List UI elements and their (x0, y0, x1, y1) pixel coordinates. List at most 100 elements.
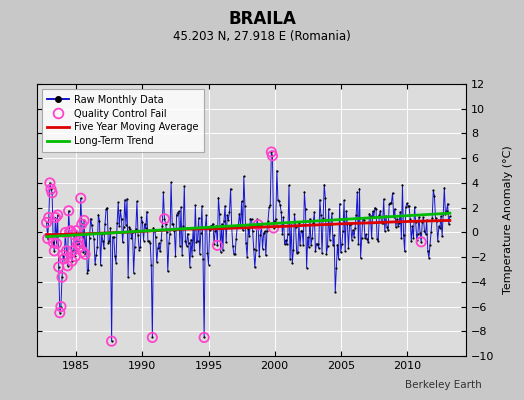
Point (234, 222, 243, 229)
Point (174, 208, 183, 214)
Point (223, 212, 232, 218)
Point (410, 204, 419, 210)
Point (113, 220, 121, 226)
Point (304, 244, 313, 250)
Point (298, 228, 307, 234)
Point (133, 198, 141, 204)
Point (129, 270, 138, 276)
Point (64, 208, 73, 214)
Point (233, 224, 242, 230)
Point (167, 179, 176, 186)
Point (99, 238, 107, 244)
Point (172, 212, 181, 218)
Point (332, 265, 341, 271)
Point (365, 210, 374, 217)
Point (378, 220, 387, 226)
Point (219, 247, 227, 253)
Point (359, 216, 368, 223)
Point (180, 183, 189, 189)
Point (157, 237, 166, 244)
Point (312, 240, 321, 247)
Point (380, 228, 389, 234)
Point (270, 218, 279, 224)
Point (256, 232, 265, 238)
Point (379, 196, 388, 202)
Point (404, 203, 412, 209)
Point (137, 214, 146, 220)
Point (176, 242, 184, 249)
Point (135, 246, 144, 253)
Point (103, 204, 112, 211)
Point (406, 216, 414, 223)
Point (425, 255, 433, 261)
Point (200, 334, 209, 341)
Point (286, 256, 294, 262)
Point (128, 229, 137, 235)
Point (335, 200, 344, 207)
Point (187, 236, 195, 243)
Point (138, 219, 147, 225)
Point (132, 226, 140, 232)
Point (215, 211, 224, 217)
Point (53, 212, 62, 218)
Point (52, 240, 61, 247)
Point (395, 220, 403, 226)
Point (297, 228, 305, 234)
Point (246, 216, 255, 222)
Point (203, 250, 212, 256)
Point (268, 152, 277, 159)
Point (265, 204, 274, 210)
Point (179, 223, 188, 229)
Point (337, 241, 346, 248)
Point (182, 243, 191, 249)
Point (45, 214, 53, 221)
Point (385, 201, 394, 207)
Point (124, 274, 133, 280)
Point (139, 237, 148, 244)
Point (250, 264, 259, 271)
Point (238, 227, 247, 233)
Point (141, 225, 150, 232)
Point (272, 167, 281, 174)
Point (417, 239, 425, 245)
Point (156, 248, 164, 255)
Point (309, 220, 318, 226)
Point (89, 230, 97, 236)
Point (259, 230, 268, 236)
Point (50, 248, 59, 254)
Point (346, 220, 355, 227)
Text: Berkeley Earth: Berkeley Earth (406, 380, 482, 390)
Point (428, 214, 436, 221)
Point (316, 212, 325, 218)
Point (355, 186, 364, 192)
Point (249, 246, 258, 252)
Point (71, 253, 80, 260)
Point (42, 219, 51, 226)
Point (441, 211, 450, 218)
Point (154, 245, 162, 252)
Point (345, 221, 354, 228)
Point (171, 253, 180, 259)
Point (367, 235, 376, 242)
Point (422, 217, 431, 224)
Point (75, 244, 84, 250)
Point (216, 249, 225, 255)
Point (46, 180, 54, 186)
Point (148, 334, 157, 341)
Point (152, 259, 161, 266)
Point (72, 228, 81, 234)
Point (84, 266, 93, 273)
Point (398, 182, 407, 188)
Point (220, 218, 228, 224)
Point (437, 213, 445, 219)
Point (70, 232, 78, 238)
Point (80, 217, 88, 224)
Point (409, 234, 418, 241)
Point (300, 189, 309, 195)
Point (260, 228, 269, 235)
Point (224, 216, 233, 223)
Point (430, 193, 439, 199)
Point (46, 180, 54, 186)
Point (205, 226, 214, 233)
Point (267, 149, 276, 155)
